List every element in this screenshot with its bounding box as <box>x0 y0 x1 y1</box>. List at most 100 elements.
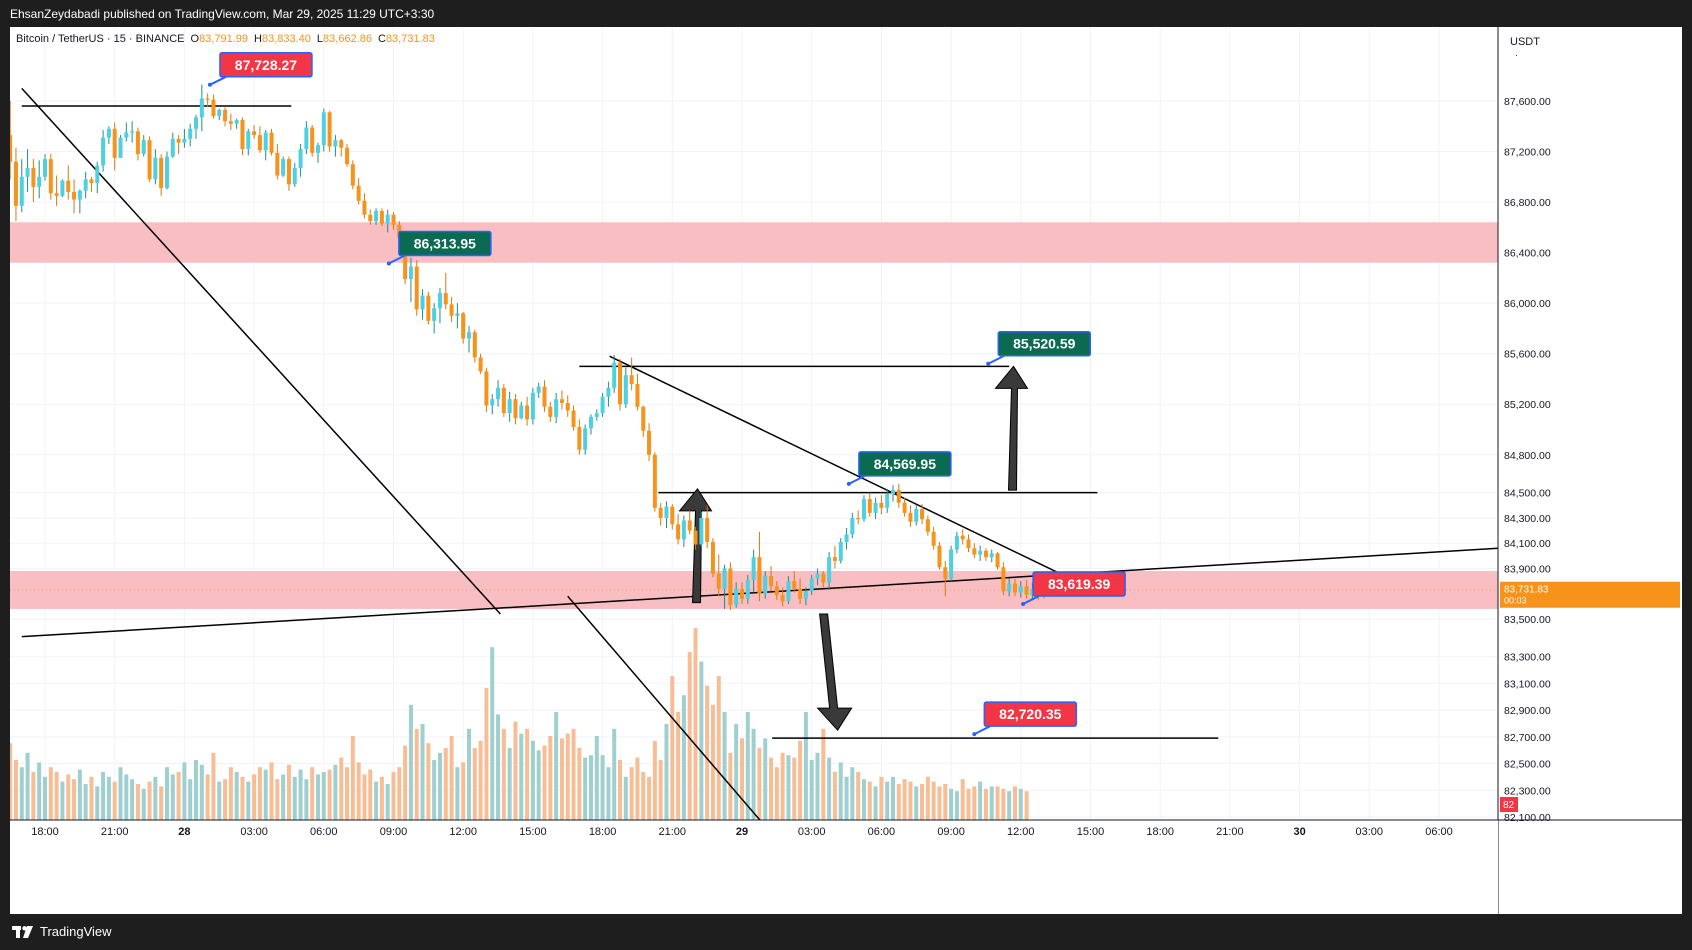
volume-value: 82 <box>1503 800 1515 811</box>
price-label-layer[interactable]: 87,728.27 86,313.95 85,520.59 84,569.95 83,6… <box>207 52 1126 737</box>
volume-bar <box>937 786 942 820</box>
price-chart-svg[interactable]: 87,728.27 86,313.95 85,520.59 84,569.95 83,6… <box>10 27 1682 914</box>
candle-body <box>618 362 623 405</box>
candle-body <box>25 167 30 177</box>
volume-bar <box>960 779 965 820</box>
x-tick-label: 18:00 <box>31 826 59 838</box>
candle-body <box>432 308 437 321</box>
candle-body <box>1018 586 1023 593</box>
price-label-box <box>398 230 492 257</box>
volume-bar <box>124 774 129 820</box>
candle-body <box>408 266 413 280</box>
candle-body <box>106 128 111 138</box>
candle-body <box>809 578 814 592</box>
volume-bar <box>350 736 355 820</box>
volume-bar <box>217 781 222 820</box>
candle-body <box>490 399 495 406</box>
candle-body <box>130 131 135 133</box>
candle-layer <box>10 84 1047 611</box>
candle-body <box>594 413 599 417</box>
y-tick-label: 82,500.00 <box>1504 759 1551 771</box>
volume-bar <box>652 740 657 820</box>
volume-bar <box>345 767 350 820</box>
volume-bar <box>774 767 779 820</box>
volume-bar <box>374 781 379 820</box>
price-label-anchor <box>986 361 991 366</box>
volume-bar <box>559 738 564 820</box>
candle-body <box>565 402 570 411</box>
volume-bar <box>565 733 570 820</box>
candle-body <box>780 595 785 602</box>
candle-body <box>77 190 82 200</box>
volume-bar <box>635 757 640 820</box>
volume-bar <box>693 628 698 820</box>
volume-bar <box>618 760 623 820</box>
candle-body <box>867 499 872 513</box>
volume-bar <box>983 788 988 820</box>
drawing-layer[interactable] <box>21 87 1625 833</box>
candle-body <box>66 180 71 192</box>
volume-bar <box>339 757 344 820</box>
candle-body <box>978 550 983 555</box>
volume-bar <box>943 784 948 820</box>
volume-bar <box>914 786 919 820</box>
candle-body <box>95 165 100 184</box>
volume-bar <box>902 779 907 820</box>
volume-bar <box>681 695 686 820</box>
candle-body <box>327 112 332 147</box>
volume-bar <box>240 776 245 820</box>
volume-bar <box>443 748 448 820</box>
volume-bar <box>130 779 135 820</box>
ohlc-open: 83,791.99 <box>199 33 248 45</box>
volume-bar <box>391 772 396 820</box>
volume-bar <box>275 779 280 820</box>
candle-body <box>1001 567 1006 592</box>
volume-bar <box>1001 788 1006 820</box>
candle-body <box>234 119 239 124</box>
candle-body <box>286 159 291 185</box>
candle-body <box>832 557 837 561</box>
x-tick-label: 21:00 <box>101 826 129 838</box>
candle-body <box>861 499 866 520</box>
volume-bar <box>920 784 925 820</box>
candle-body <box>722 568 727 589</box>
volume-bar <box>739 738 744 820</box>
volume-bar <box>995 786 1000 820</box>
axis-layer[interactable]: USDT · 87,600.00 87,200.00 86,800.00 86,400.0… <box>10 27 1682 914</box>
volume-bar <box>263 769 268 820</box>
chart-panel[interactable]: 87,728.27 86,313.95 85,520.59 84,569.95 83,6… <box>10 27 1682 914</box>
volume-bar <box>83 784 88 820</box>
volume-bar <box>60 781 65 820</box>
ohlc-close: 83,731.83 <box>386 33 435 45</box>
tradingview-footer[interactable]: TradingView <box>12 924 112 939</box>
volume-bar <box>19 767 24 820</box>
price-label-pointer <box>973 725 991 736</box>
y-tick-label: 83,900.00 <box>1504 563 1551 575</box>
candle-body <box>536 386 541 393</box>
candle-body <box>379 210 384 224</box>
candle-body <box>629 375 634 385</box>
y-tick-label: 82,100.00 <box>1504 812 1551 824</box>
candle-body <box>716 573 721 589</box>
candle-body <box>803 591 808 599</box>
volume-bar <box>954 791 959 820</box>
volume-bar <box>519 733 524 820</box>
candle-body <box>774 586 779 596</box>
volume-bar <box>734 724 739 820</box>
candle-body <box>176 138 181 143</box>
candle-body <box>275 152 280 176</box>
price-label-anchor <box>1021 601 1026 606</box>
volume-bar <box>867 781 872 820</box>
candle-body <box>339 140 344 148</box>
volume-bar <box>420 724 425 820</box>
candle-body <box>850 517 855 535</box>
candle-body <box>118 137 123 158</box>
candle-body <box>345 147 350 165</box>
volume-bar <box>896 784 901 820</box>
currency-label: USDT <box>1510 36 1540 48</box>
volume-bar <box>676 712 681 820</box>
volume-bar <box>159 786 164 820</box>
volume-bar <box>408 704 413 820</box>
candle-body <box>461 313 466 339</box>
candle-body <box>246 131 251 150</box>
